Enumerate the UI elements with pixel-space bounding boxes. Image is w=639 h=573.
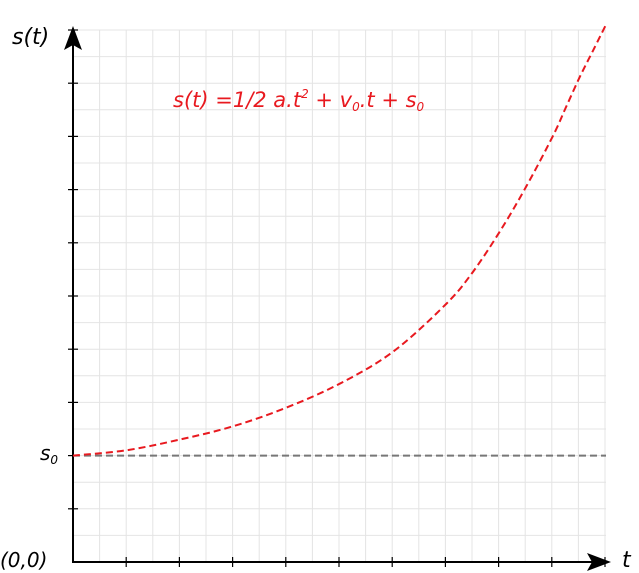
grid <box>73 29 606 562</box>
formula-exponent: 2 <box>301 87 309 101</box>
formula-annotation: s(t) =1/2 a.t2 + v0.t + s0 <box>173 87 425 114</box>
y-axis-arrow <box>64 26 82 50</box>
x-axis-arrow <box>587 553 611 571</box>
formula-sub-v: 0 <box>352 100 360 114</box>
reference-label-sub: 0 <box>50 453 58 467</box>
formula-mid: + v <box>309 88 353 112</box>
x-axis-label: t <box>622 548 632 573</box>
origin-label: (0,0) <box>0 548 47 572</box>
axes <box>64 26 611 571</box>
formula-sub-s: 0 <box>417 100 425 114</box>
series-line-position <box>72 24 607 457</box>
formula-mid2: .t + s <box>360 88 417 112</box>
y-axis-label: s(t) <box>12 25 49 50</box>
reference-line-label: s0 <box>40 441 58 467</box>
ticks <box>68 29 606 567</box>
reference-label-main: s <box>40 441 50 465</box>
formula-lhs: s(t) =1/2 a.t <box>173 88 302 112</box>
